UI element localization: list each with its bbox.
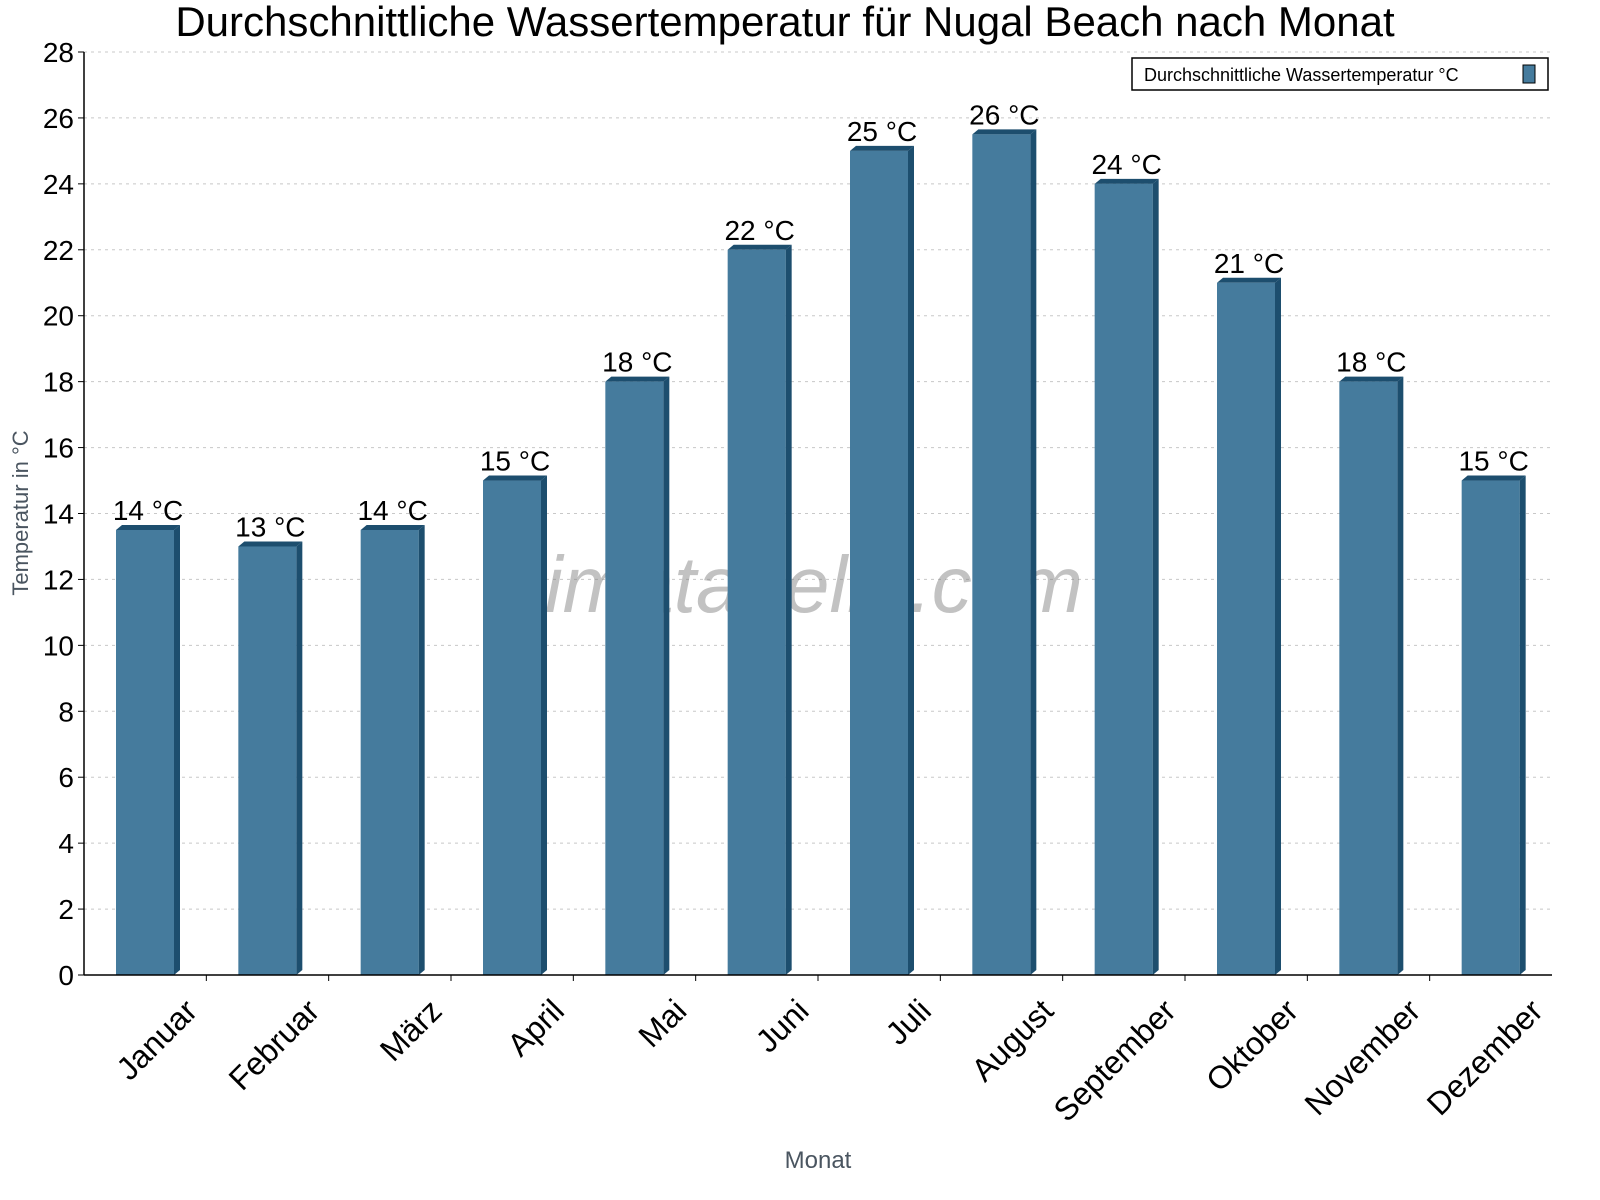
bar-top [238,541,303,547]
data-label: 15 °C [1458,446,1528,477]
bar [1461,480,1520,975]
bar-top [850,145,914,151]
bar-side [174,524,180,975]
data-label: 25 °C [847,116,917,147]
y-tick-label: 22 [43,235,74,266]
bar [972,134,1031,976]
data-label: 22 °C [724,215,794,246]
bar-top [360,524,425,530]
x-tick-label: Oktober [1199,992,1305,1098]
bar [483,480,541,975]
bar [850,150,908,976]
bar-side [785,244,792,976]
bar-top [1339,376,1404,382]
y-tick-label: 16 [43,433,74,464]
bar [238,546,297,975]
y-tick-label: 4 [58,828,74,859]
bar-top [727,244,792,250]
data-label: 15 °C [480,446,550,477]
x-tick-label: Juni [749,992,816,1059]
y-tick-label: 14 [43,499,74,530]
bar-side [1519,475,1526,975]
legend: Durchschnittliche Wassertemperatur °C [1131,57,1549,91]
y-tick-label: 2 [58,894,74,925]
bar [360,529,419,975]
bar-side [1030,129,1037,976]
legend-swatch [1522,64,1536,84]
y-tick-label: 6 [58,762,74,793]
y-axis-label: Temperatur in °C [8,430,33,595]
bar-side [418,524,425,975]
y-tick-label: 20 [43,301,74,332]
bar-side [296,541,303,975]
x-tick-label: November [1297,992,1427,1122]
bar-side [541,475,547,975]
bar-top [605,376,670,382]
data-label: 26 °C [969,99,1039,130]
x-tick-label: September [1046,992,1182,1128]
x-tick-label: März [373,992,449,1068]
x-tick-label: Juli [879,992,938,1051]
data-label: 21 °C [1214,248,1284,279]
y-tick-label: 0 [58,960,74,991]
bar-top [1217,277,1281,283]
x-tick-label: Februar [222,992,327,1097]
x-axis-label: Monat [785,1147,852,1174]
x-tick-label: Januar [109,992,204,1087]
x-tick-label: August [964,992,1060,1088]
bar-side [1397,376,1404,976]
bar-top [1461,475,1526,481]
y-tick-label: 12 [43,564,74,595]
bar-side [1275,277,1281,975]
y-tick-label: 10 [43,630,74,661]
data-label: 14 °C [113,495,183,526]
data-label: 18 °C [1336,347,1406,378]
y-tick-label: 26 [43,103,74,134]
bar [605,381,664,976]
y-tick-label: 24 [43,169,74,200]
bar [1339,381,1398,976]
y-tick-label: 18 [43,367,74,398]
x-tick-label: Mai [631,992,693,1054]
bar-top [972,129,1037,135]
bar-top [483,475,547,481]
bar-top [1094,178,1159,184]
bar-side [1152,178,1159,975]
data-label: 14 °C [357,495,427,526]
bar [1217,282,1275,975]
bar [1094,183,1153,975]
bar-side [908,145,914,976]
legend-label: Durchschnittliche Wassertemperatur °C [1144,65,1459,85]
bar-top [116,524,180,530]
data-label: 24 °C [1091,149,1161,180]
x-tick-label: April [500,992,571,1063]
data-label: 18 °C [602,347,672,378]
y-tick-label: 8 [58,696,74,727]
y-tick-label: 28 [43,37,74,68]
bar-side [663,376,670,976]
data-label: 13 °C [235,511,305,542]
bar [727,249,786,976]
x-tick-label: Dezember [1420,992,1550,1122]
bar [116,529,174,975]
chart-title: Durchschnittliche Wassertemperatur für N… [175,0,1395,45]
